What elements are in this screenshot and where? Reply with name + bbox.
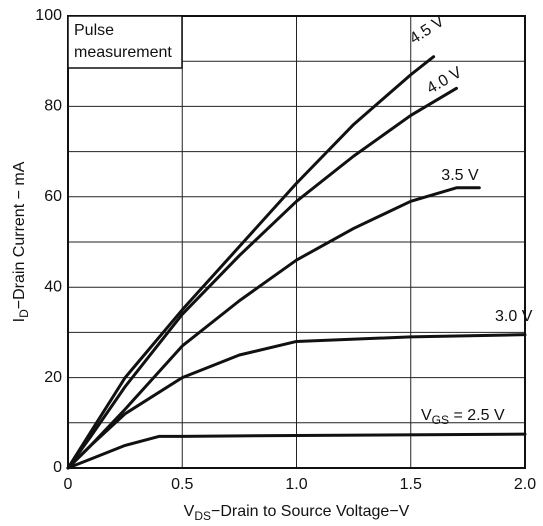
label-text: −Drain to Source Voltage−V — [211, 503, 410, 520]
y-tick-label: 60 — [44, 188, 62, 205]
y-tick-label: 0 — [53, 459, 62, 476]
curve — [66, 432, 527, 470]
x-tick-label: 1.0 — [285, 476, 307, 493]
curve — [66, 186, 481, 470]
y-tick-label: 80 — [44, 98, 62, 115]
label-text: −Drain Current − mA — [11, 161, 28, 309]
curve — [66, 333, 527, 470]
y-axis-label: ID−Drain Current − mA — [11, 161, 31, 322]
subscript: DS — [194, 509, 211, 523]
x-axis-label: VDS−Drain to Source Voltage−V — [184, 503, 410, 523]
x-tick-label: 2.0 — [514, 476, 536, 493]
symbol: I — [11, 318, 28, 322]
symbol: V — [421, 407, 432, 424]
x-tick-label: 0.5 — [171, 476, 193, 493]
symbol: V — [184, 503, 195, 520]
label-text: = 2.5 V — [449, 407, 505, 424]
series-label: 3.0 V — [495, 308, 533, 325]
y-tick-label: 40 — [44, 278, 62, 295]
x-tick-label: 1.5 — [400, 476, 422, 493]
curve — [66, 55, 436, 470]
y-tick-label: 20 — [44, 369, 62, 386]
plot-frame — [67, 15, 526, 469]
annotation-box — [67, 15, 183, 69]
series-label: 3.5 V — [441, 167, 479, 184]
curve — [66, 86, 458, 470]
series-label: VGS = 2.5 V — [421, 407, 505, 427]
y-tick-label: 100 — [35, 7, 62, 24]
series-label: 4.0 V — [424, 64, 465, 98]
subscript: D — [17, 309, 31, 318]
annotation: measurement — [74, 44, 172, 61]
x-tick-label: 0 — [64, 476, 73, 493]
subscript: GS — [432, 413, 449, 427]
series-label: 4.5 V — [407, 13, 448, 48]
annotation: Pulse — [74, 22, 114, 39]
